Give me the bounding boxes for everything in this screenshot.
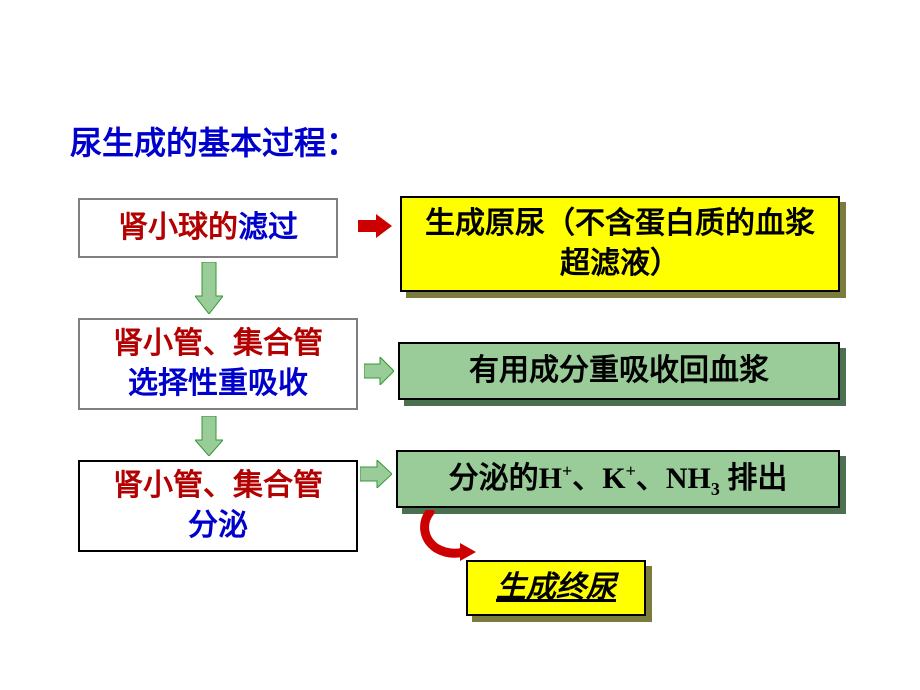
box-tubule-secretion: 肾小管、集合管 分泌 bbox=[78, 460, 358, 552]
b5-blue: 分泌 bbox=[113, 506, 323, 547]
box-reabsorb-plasma: 有用成分重吸收回血浆 bbox=[398, 342, 840, 400]
b3-blue: 选择性重吸收 bbox=[113, 364, 323, 405]
arrow-down-icon bbox=[195, 262, 223, 314]
arrow-right-block-icon-2 bbox=[360, 460, 392, 488]
box1-content: 肾小球的滤过 bbox=[118, 208, 298, 249]
arrow-right-icon bbox=[358, 214, 392, 238]
b4-text: 有用成分重吸收回血浆 bbox=[469, 351, 769, 392]
b6-mid1: 、K bbox=[572, 462, 625, 495]
box3-content: 肾小管、集合管 选择性重吸收 bbox=[113, 324, 323, 405]
box-primary-urine: 生成原尿（不含蛋白质的血浆 超滤液） bbox=[400, 196, 840, 292]
sup-plus-1: + bbox=[562, 461, 572, 481]
b6-mid2: 、NH bbox=[636, 462, 711, 495]
box-final-urine: 生成终尿 bbox=[466, 560, 646, 616]
b5-red: 肾小管、集合管 bbox=[113, 466, 323, 507]
box-glomerular-filtration: 肾小球的滤过 bbox=[78, 198, 338, 258]
title-text: 尿生成的基本过程： bbox=[70, 125, 358, 161]
box5-content: 肾小管、集合管 分泌 bbox=[113, 466, 323, 547]
b1-blue: 滤过 bbox=[238, 211, 298, 244]
sub-3: 3 bbox=[711, 479, 720, 499]
arrow-right-block-icon bbox=[364, 357, 394, 385]
b6-pre: 分泌的H bbox=[449, 462, 562, 495]
sup-plus-2: + bbox=[626, 461, 636, 481]
box-tubule-reabsorption: 肾小管、集合管 选择性重吸收 bbox=[78, 318, 358, 410]
b2-text: 生成原尿（不含蛋白质的血浆 超滤液） bbox=[412, 204, 828, 285]
arrow-curvy-icon bbox=[418, 510, 478, 565]
b3-red: 肾小管、集合管 bbox=[113, 324, 323, 365]
box-secretion-output: 分泌的H+、K+、NH3 排出 bbox=[396, 450, 840, 508]
b6-text: 分泌的H+、K+、NH3 排出 bbox=[449, 459, 788, 500]
b6-post: 排出 bbox=[720, 462, 788, 495]
b7-text: 生成终尿 bbox=[496, 568, 616, 609]
diagram-title: 尿生成的基本过程： bbox=[70, 118, 358, 164]
b1-red: 肾小球的 bbox=[118, 211, 238, 244]
arrow-down-icon-2 bbox=[195, 416, 223, 456]
diagram-root: 尿生成的基本过程： 肾小球的滤过 生成原尿（不含蛋白质的血浆 超滤液） 肾小管、… bbox=[0, 0, 920, 690]
